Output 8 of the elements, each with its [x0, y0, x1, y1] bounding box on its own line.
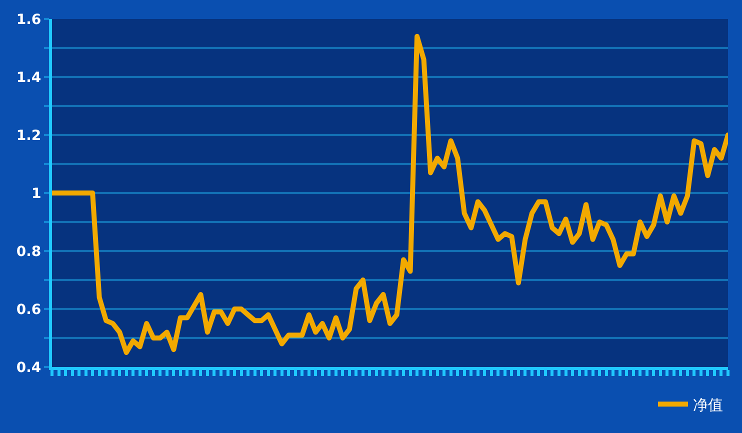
y-tick-label: 1.6 — [16, 12, 42, 28]
y-tick-label: 1 — [31, 186, 42, 202]
y-tick-label: 1.2 — [16, 128, 42, 144]
y-tick-label: 1.4 — [16, 70, 42, 86]
y-tick-label: 0.4 — [16, 360, 42, 376]
legend-label: 净值 — [693, 396, 723, 414]
y-tick-label: 0.8 — [16, 244, 42, 260]
y-tick-label: 0.6 — [16, 302, 42, 318]
